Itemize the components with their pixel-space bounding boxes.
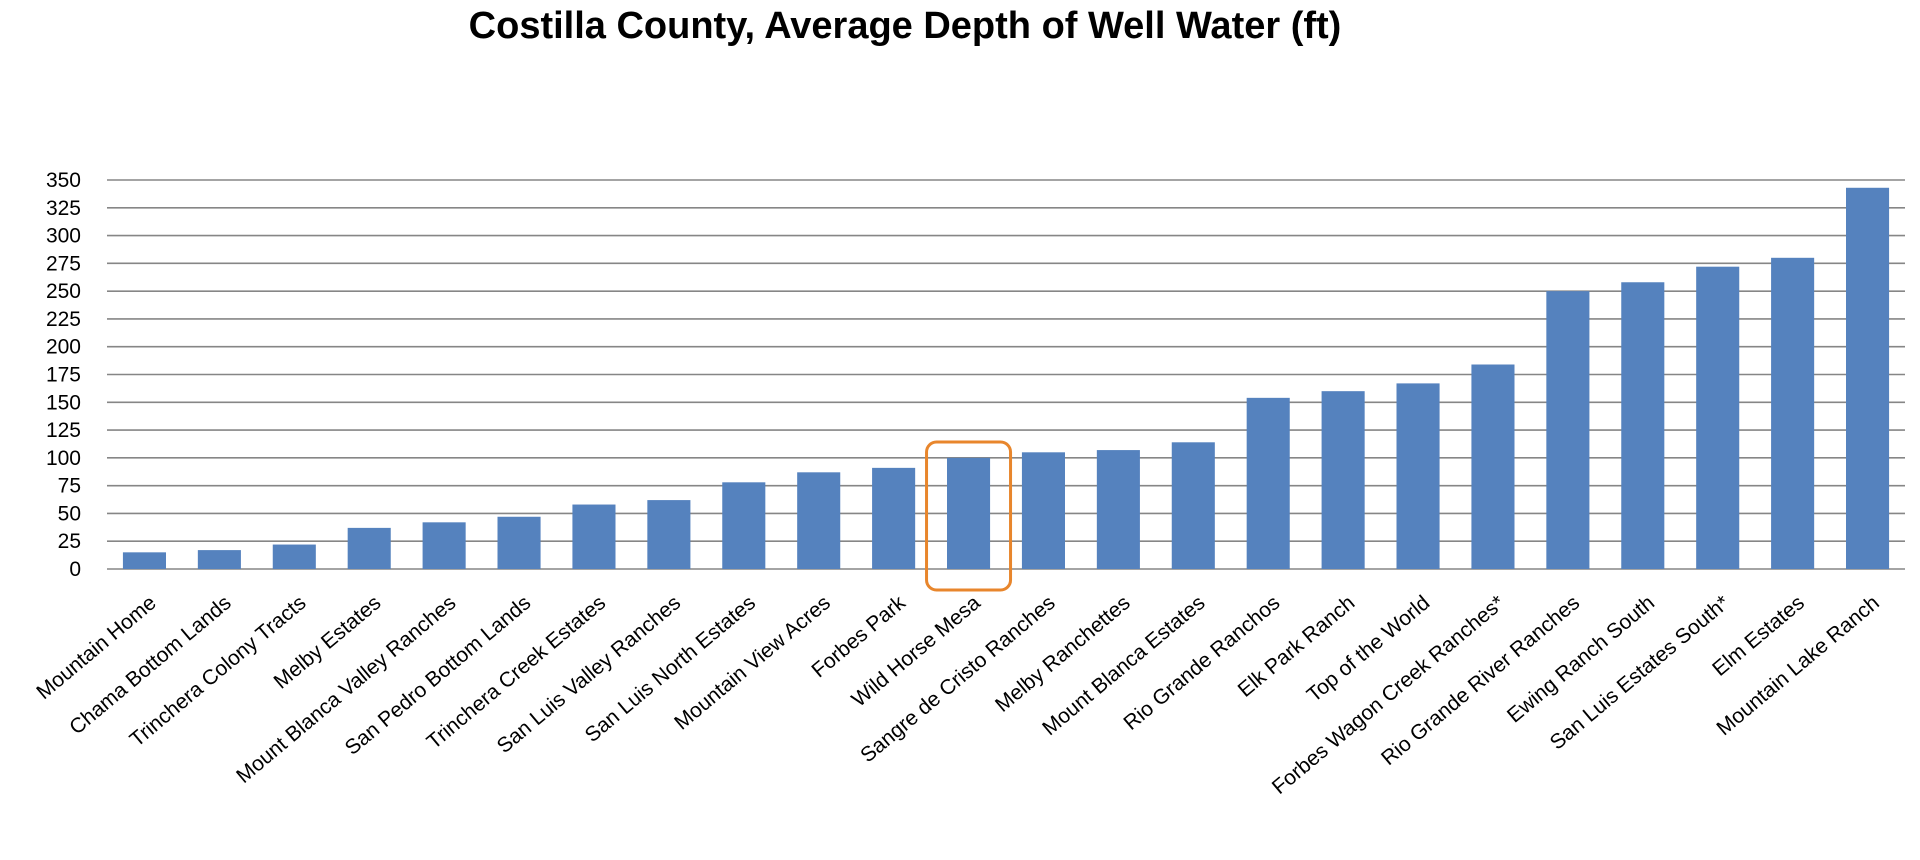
bar [1846,187,1890,569]
bar [572,504,616,569]
gridlines [107,179,1905,570]
bar [1546,291,1590,569]
y-axis: 0 25 50 75 100 125 150 175 200 225 250 275 300 325 350 [46,169,81,581]
y-tick-label: 300 [46,225,81,248]
x-tick-label: Wild Horse Mesa [848,591,985,712]
highlight-box [925,440,1013,592]
bars [122,187,1890,569]
bar [1396,383,1440,569]
bar [197,550,241,569]
y-tick-label: 200 [46,336,81,359]
bar [797,472,841,569]
bar [1771,257,1815,569]
bar [872,467,916,569]
y-tick-label: 275 [46,252,81,275]
bar [722,482,766,569]
bar [272,544,316,569]
y-tick-label: 100 [46,447,81,470]
bar [1471,364,1515,569]
bar [1096,450,1140,569]
bar [1696,266,1740,569]
bar [947,457,991,569]
bar [347,527,391,569]
bar [422,522,466,569]
y-tick-label: 350 [46,169,81,192]
highlight-layer [925,440,1013,592]
bar [1621,282,1665,569]
y-tick-label: 75 [58,475,81,498]
bar [1021,452,1065,569]
chart-title: Costilla County, Average Depth of Well W… [469,5,1342,47]
y-tick-label: 250 [46,280,81,303]
y-tick-label: 0 [69,558,81,581]
y-tick-label: 150 [46,391,81,414]
y-tick-label: 175 [46,364,81,387]
bar [122,552,166,569]
y-tick-label: 50 [58,502,81,525]
bar [1246,397,1290,569]
y-tick-label: 325 [46,197,81,220]
bar [647,500,691,569]
y-tick-label: 125 [46,419,81,442]
bar [497,516,541,569]
x-tick-label: Melby Ranchettes [991,591,1135,717]
bar [1321,391,1365,569]
y-tick-label: 25 [58,530,81,553]
y-tick-label: 225 [46,308,81,331]
bar [1171,442,1215,569]
